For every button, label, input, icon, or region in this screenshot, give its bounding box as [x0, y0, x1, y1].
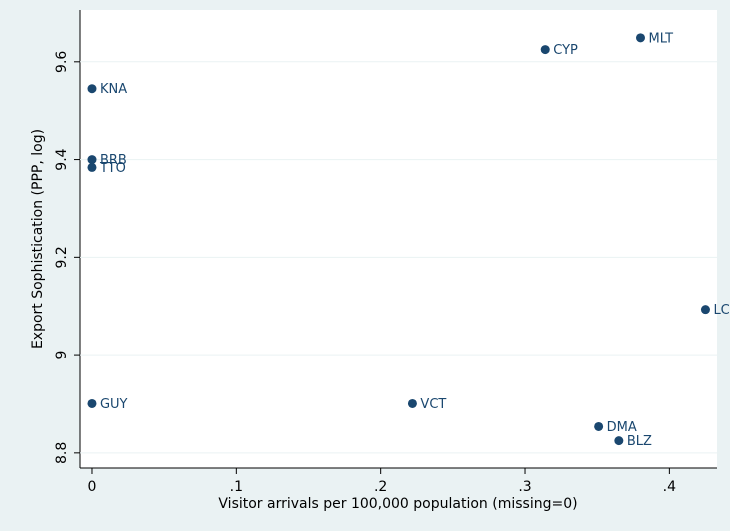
point-label: LC: [713, 303, 729, 318]
x-tick-label: .2: [374, 479, 387, 495]
point: [635, 33, 645, 43]
point-label: VCT: [420, 397, 446, 412]
x-tick-label: .1: [230, 479, 243, 495]
point-label: TTO: [99, 161, 126, 176]
point-label: BLZ: [627, 434, 652, 449]
point-label: CYP: [553, 43, 578, 58]
point: [87, 155, 97, 165]
point: [700, 305, 710, 315]
point: [594, 421, 604, 431]
y-axis-title: Export Sophistication (PPP, log): [30, 129, 46, 349]
x-tick-label: .3: [518, 479, 531, 495]
y-tick-label: 9.2: [54, 246, 70, 268]
point-label: BRB: [100, 153, 127, 168]
point: [87, 398, 97, 408]
point: [614, 436, 624, 446]
point: [540, 45, 550, 55]
x-tick-label: .4: [663, 479, 676, 495]
point-label: MLT: [648, 31, 673, 46]
point: [407, 398, 417, 408]
y-tick-label: 9.4: [54, 148, 70, 170]
x-axis-title: Visitor arrivals per 100,000 population …: [218, 496, 577, 512]
y-tick-label: 8.8: [54, 442, 70, 464]
x-tick-label: 0: [88, 479, 97, 495]
point: [87, 84, 97, 94]
y-tick-label: 9.6: [54, 51, 70, 73]
point-label: DMA: [607, 420, 637, 435]
plot-area: [80, 10, 717, 468]
point-label: KNA: [100, 82, 127, 97]
point: [87, 162, 97, 172]
point-label: GUY: [100, 397, 128, 412]
y-tick-label: 9: [54, 351, 70, 360]
